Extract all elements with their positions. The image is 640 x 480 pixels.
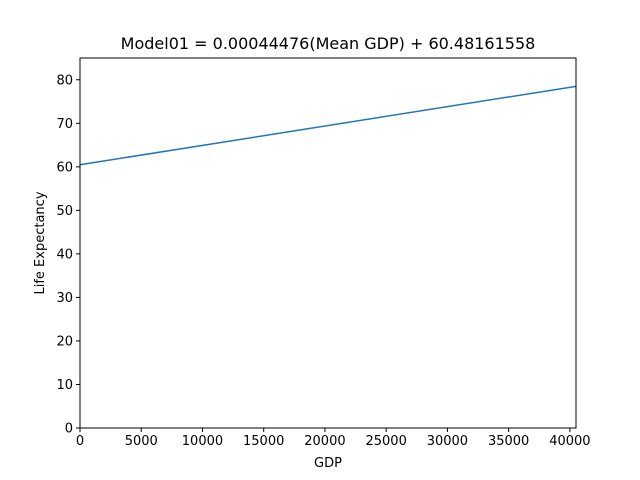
y-tick-label: 50 [56,204,73,219]
regression-line [79,85,577,166]
x-tick-label: 5000 [125,434,158,449]
y-axis-label: Life Expectancy [33,191,48,294]
x-axis-ticks: 0 5000 10000 15000 20000 25000 30000 35000 40000 [76,428,591,449]
y-tick-label: 80 [56,73,73,88]
series-layer [79,85,577,166]
x-tick-label: 20000 [304,434,345,449]
y-tick-label: 60 [56,160,73,175]
plot-area [80,58,576,428]
y-tick-label: 40 [56,247,73,262]
x-tick-label: 35000 [488,434,529,449]
x-tick-label: 40000 [549,434,590,449]
chart-title: Model01 = 0.00044476(Mean GDP) + 60.4816… [121,34,536,53]
x-tick-label: 10000 [182,434,223,449]
x-axis-label: GDP [314,456,342,471]
y-tick-label: 30 [56,291,73,306]
y-axis-ticks: 0 10 20 30 40 50 60 70 80 [56,73,80,437]
x-tick-label: 0 [76,434,84,449]
y-tick-label: 10 [56,378,73,393]
x-tick-label: 25000 [365,434,406,449]
x-tick-label: 15000 [243,434,284,449]
y-tick-label: 0 [65,422,73,437]
x-tick-label: 30000 [427,434,468,449]
y-tick-label: 70 [56,117,73,132]
y-tick-label: 20 [56,334,73,349]
plot-frame [79,57,577,429]
